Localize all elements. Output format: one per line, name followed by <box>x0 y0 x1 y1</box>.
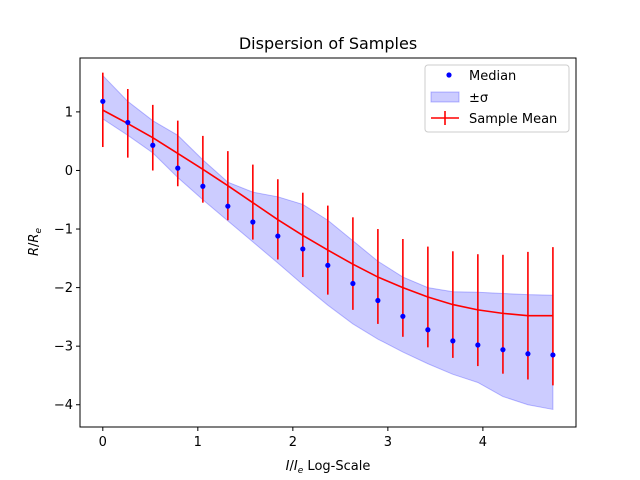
median-point <box>350 280 356 287</box>
median-point <box>475 342 481 348</box>
legend: Median ±σ Sample Mean <box>424 64 570 133</box>
y-tick-label: −3 <box>54 340 73 355</box>
median-point <box>450 338 456 344</box>
legend-sigma-swatch <box>430 91 460 103</box>
x-tick-label: 3 <box>384 435 392 450</box>
median-point <box>300 246 306 252</box>
legend-label-mean: Sample Mean <box>469 112 557 127</box>
median-point <box>100 98 106 104</box>
median-point <box>325 262 331 268</box>
median-point <box>275 233 281 239</box>
legend-label-sigma: ±σ <box>469 91 488 106</box>
median-point <box>500 347 506 353</box>
median-point <box>250 219 256 225</box>
plot-frame <box>79 57 577 428</box>
legend-label-median: Median <box>469 69 516 84</box>
mean-line-layer <box>102 109 553 317</box>
x-tick-label: 4 <box>479 435 487 450</box>
x-tick-label: 0 <box>99 435 107 450</box>
median-point <box>375 297 381 304</box>
median-point <box>525 351 531 357</box>
y-axis-label: R/Re <box>27 228 44 256</box>
y-tick-label: −1 <box>54 223 73 238</box>
y-tick-label: −2 <box>54 281 73 296</box>
median-points-layer <box>100 98 556 358</box>
median-point <box>425 327 431 333</box>
legend-box <box>424 64 570 133</box>
legend-median-marker <box>446 72 452 78</box>
y-tick-label: 0 <box>65 164 73 179</box>
median-point <box>225 203 231 209</box>
chart-title: Dispersion of Samples <box>239 34 417 53</box>
median-point <box>175 165 181 171</box>
median-point <box>400 313 406 319</box>
median-point <box>125 119 131 126</box>
y-tick-label: −4 <box>54 398 73 413</box>
median-point <box>150 142 156 148</box>
x-tick-label: 2 <box>289 435 297 450</box>
median-point <box>200 183 206 189</box>
x-tick-label: 1 <box>194 435 202 450</box>
sample-mean-line <box>102 109 553 317</box>
x-axis-ticks: 0 1 2 3 4 <box>99 427 487 450</box>
y-tick-label: 1 <box>65 105 73 120</box>
median-point <box>550 352 556 358</box>
x-axis-label: I/Ie Log-Scale <box>286 459 371 476</box>
y-axis-ticks: −4 −3 −2 −1 0 1 <box>54 105 80 413</box>
